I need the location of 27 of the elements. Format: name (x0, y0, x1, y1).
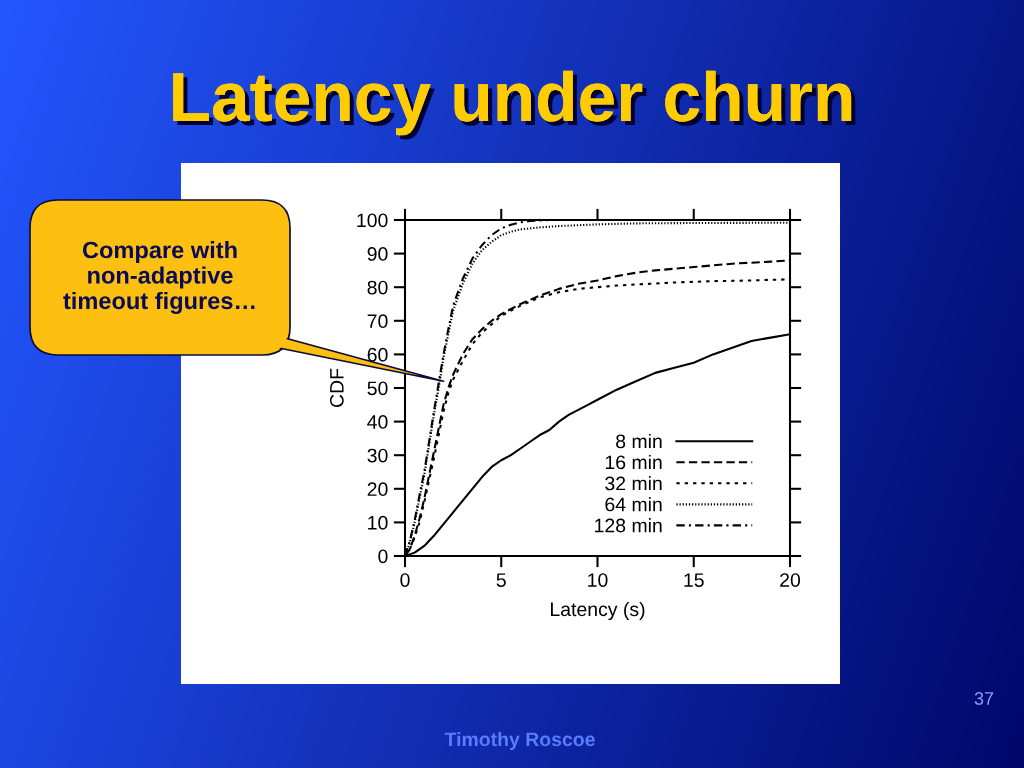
y-tick-label: 90 (367, 247, 388, 261)
y-axis-title: CDF (329, 368, 344, 407)
x-axis-title: Latency (s) (551, 601, 645, 621)
x-tick-label: 15 (684, 573, 704, 587)
text: 37 (974, 692, 994, 705)
legend-label: 8 min (616, 433, 662, 449)
legend-label: 64 min (605, 497, 662, 512)
chart-title: Latency under churn (173, 70, 856, 140)
y-tick-label: 100 (357, 213, 388, 228)
x-tick-label: 5 (496, 573, 506, 587)
x-tick-label: 0 (400, 573, 410, 587)
y-tick-label: 80 (367, 280, 388, 295)
y-tick-label: 40 (367, 415, 388, 429)
text: Timothy Roscoe (444, 731, 595, 751)
y-tick-label: 0 (378, 549, 388, 564)
y-tick-label: 30 (367, 448, 388, 463)
legend-label: 32 min (605, 476, 662, 491)
y-tick-label: 70 (367, 314, 388, 329)
y-tick-label: 10 (368, 515, 388, 530)
legend-label: 128 min (595, 518, 662, 533)
legend-label: 16 min (605, 454, 662, 470)
x-tick-label: 10 (588, 573, 608, 587)
x-tick-label: 20 (780, 573, 801, 587)
annotation: Compare with non-adaptive timeout figures… (63, 241, 255, 314)
y-tick-label: 50 (367, 381, 388, 396)
y-tick-label: 60 (367, 347, 388, 362)
y-tick-label: 20 (367, 482, 388, 497)
